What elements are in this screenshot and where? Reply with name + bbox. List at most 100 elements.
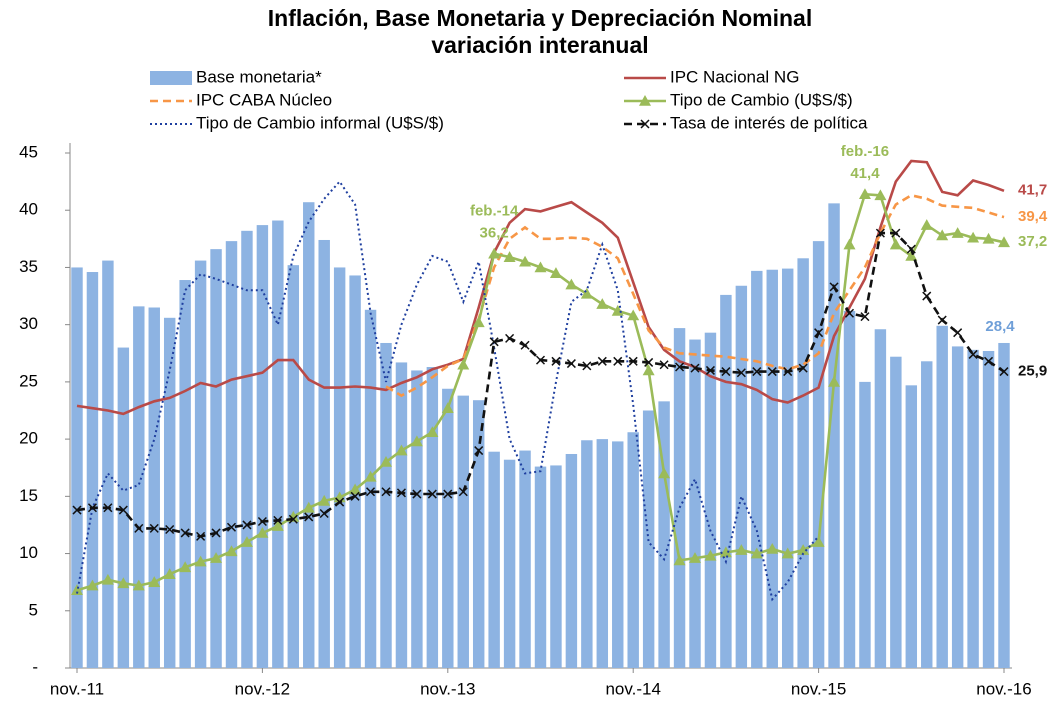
legend-item: IPC CABA Núcleo [150,90,332,109]
y-tick-label: 40 [19,200,38,219]
bar [133,306,145,668]
bar [225,241,238,668]
point-marker [613,356,623,366]
x-tick-label: nov.-11 [50,679,104,698]
bar [256,225,269,668]
legend-item: Tasa de interés de política [624,113,868,132]
point-marker [843,238,856,250]
annotation: feb.-16 [841,143,889,160]
point-marker [349,483,362,495]
bar [163,317,176,668]
point-marker [257,516,267,527]
point-marker [797,544,810,555]
point-marker [149,523,159,533]
point-marker [103,503,113,513]
bar [859,381,871,668]
point-marker [210,552,223,563]
point-marker [180,528,190,538]
point-marker [458,487,468,497]
point-marker [597,356,607,366]
point-marker [628,356,638,366]
point-marker [968,349,978,359]
point-marker [519,255,532,267]
bar [426,367,439,668]
bar [272,220,284,668]
bar [689,339,701,668]
chart-title: Inflación, Base Monetaria y Depreciación… [268,5,813,31]
chart-subtitle: variación interanual [431,32,648,58]
legend-item: Tipo de Cambio (U$S/$) [624,90,853,109]
bar [349,275,361,668]
y-tick-label: 25 [19,371,38,390]
bar [673,328,686,668]
point-marker [319,508,329,519]
point-marker [752,367,762,377]
point-marker [844,308,855,318]
point-marker [271,520,284,531]
bar [503,459,516,668]
y-tick-label: 10 [19,543,38,562]
point-marker [318,494,331,506]
legend-swatch [150,71,192,85]
bar [411,370,423,668]
point-marker [767,367,777,377]
point-marker [364,470,377,482]
point-marker [366,487,376,497]
bar [179,280,191,668]
point-marker [705,365,715,375]
point-marker [582,361,592,371]
point-marker [457,358,470,370]
bar [951,346,964,668]
bar [565,453,578,668]
point-marker [982,232,995,244]
bar [596,439,609,668]
point-marker [860,312,870,322]
point-marker [211,528,221,538]
point-marker [719,546,732,558]
bar [117,347,130,668]
point-marker [953,328,963,338]
point-marker [489,337,499,347]
point-marker [472,316,485,328]
point-marker [565,278,578,290]
point-marker [396,488,406,498]
point-marker [675,362,685,372]
point-marker [474,446,484,456]
point-marker [302,501,315,513]
bar [704,332,717,668]
point-marker [288,514,298,524]
bar [766,269,778,668]
bar [303,202,315,668]
legend-label: Tipo de Cambio (U$S/$) [670,90,853,109]
point-marker [441,402,454,414]
bar [735,285,748,668]
data-label: 25,9 [1018,363,1047,380]
bar [364,309,377,668]
point-marker [118,505,128,515]
point-marker [71,584,83,595]
point-marker [642,364,655,376]
legend-item: Tipo de Cambio informal (U$S/$) [150,113,444,132]
bar [102,260,114,668]
point-marker [410,435,423,447]
bar [812,241,825,668]
point-marker [874,189,887,201]
point-marker [829,282,839,292]
point-marker [72,505,82,515]
point-marker [165,524,175,535]
point-marker [766,542,779,554]
bar [921,361,933,668]
point-marker [350,491,360,501]
bar [658,401,670,668]
point-marker [488,247,501,259]
bar [550,465,562,668]
legend-item: Base monetaria* [150,67,322,86]
point-marker [858,188,871,199]
bar [720,294,732,668]
point-marker [967,231,980,243]
point-marker [906,244,916,254]
point-marker [551,356,561,366]
bar [982,350,995,668]
point-marker [395,444,408,456]
data-label: 37,2 [1018,233,1047,250]
